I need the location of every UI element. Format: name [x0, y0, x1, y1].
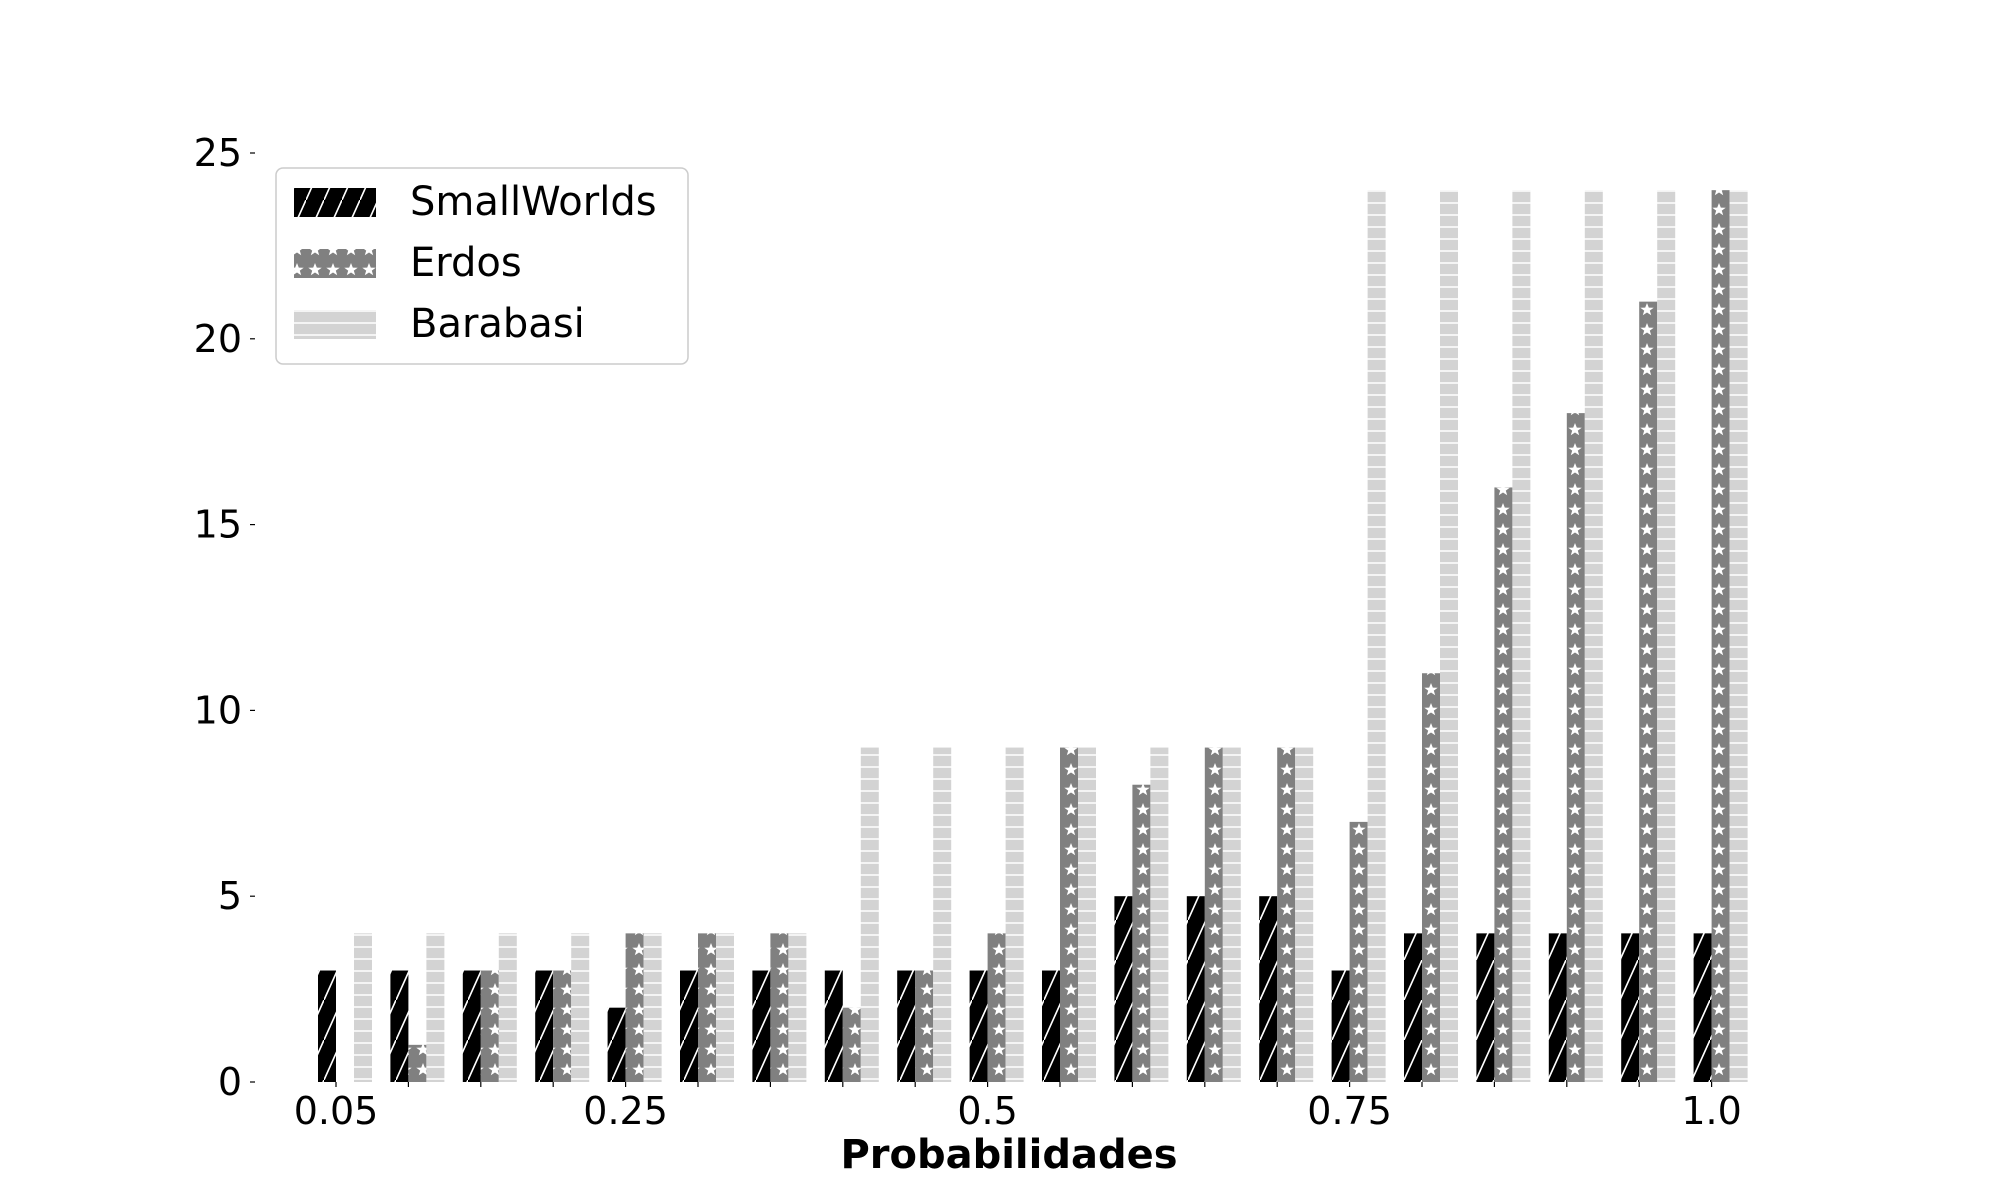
bar-smallworlds-0.55	[1042, 970, 1060, 1082]
bar-barabasi-0.4	[860, 747, 879, 1082]
bar-barabasi-0.7	[1295, 747, 1314, 1082]
bar-erdos-0.8	[1422, 673, 1440, 1082]
legend-frame	[275, 167, 689, 365]
x-tick-label: 0.05	[294, 1089, 379, 1133]
x-axis: 0.05 0.25 0.5 0.75 1.0	[294, 1082, 1742, 1133]
bar-erdos-0.1	[408, 1044, 427, 1082]
bar-erdos-0.2	[553, 970, 572, 1082]
bar-barabasi-0.95	[1657, 190, 1676, 1082]
bar-erdos-0.5	[987, 933, 1006, 1082]
bar-erdos-0.3	[698, 933, 716, 1082]
bar-smallworlds-0.3	[680, 970, 698, 1082]
series-barabasi	[354, 190, 1748, 1082]
bar-smallworlds-1	[1693, 933, 1712, 1082]
bar-smallworlds-0.05	[318, 970, 336, 1082]
bar-smallworlds-0.35	[752, 970, 771, 1082]
bar-smallworlds-0.1	[390, 970, 409, 1082]
bar-barabasi-0.75	[1367, 190, 1386, 1082]
bar-barabasi-0.85	[1512, 190, 1531, 1082]
bar-barabasi-0.5	[1005, 747, 1024, 1082]
bar-barabasi-0.1	[426, 933, 445, 1082]
bar-smallworlds-0.9	[1548, 933, 1567, 1082]
legend-swatch-barabasi	[294, 310, 376, 339]
legend-label-erdos: Erdos	[410, 240, 522, 286]
bar-erdos-0.25	[625, 933, 644, 1082]
bar-barabasi-0.05	[354, 933, 372, 1082]
series-erdos	[408, 190, 1730, 1082]
bar-smallworlds-0.4	[824, 970, 843, 1082]
bar-smallworlds-0.85	[1476, 933, 1495, 1082]
bar-smallworlds-0.5	[969, 970, 988, 1082]
bar-erdos-1	[1711, 190, 1730, 1082]
bar-barabasi-0.6	[1150, 747, 1169, 1082]
bar-erdos-0.7	[1277, 747, 1296, 1082]
bar-erdos-0.55	[1060, 747, 1078, 1082]
bar-smallworlds-0.75	[1331, 970, 1350, 1082]
bar-erdos-0.9	[1566, 413, 1585, 1082]
bar-smallworlds-0.6	[1114, 896, 1133, 1082]
bar-barabasi-0.35	[788, 933, 807, 1082]
bar-smallworlds-0.95	[1621, 933, 1640, 1082]
x-tick-label: 0.5	[957, 1089, 1017, 1133]
bar-erdos-0.75	[1349, 821, 1368, 1082]
bar-barabasi-0.65	[1222, 747, 1241, 1082]
bar-barabasi-0.15	[498, 933, 517, 1082]
bar-erdos-0.65	[1204, 747, 1223, 1082]
bar-erdos-0.35	[770, 933, 789, 1082]
bar-smallworlds-0.45	[897, 970, 916, 1082]
bar-erdos-0.4	[842, 1007, 861, 1082]
x-tick-label: 1.0	[1681, 1089, 1741, 1133]
y-tick-label: 0	[218, 1060, 242, 1104]
y-tick-label: 25	[194, 131, 242, 175]
y-tick-label: 10	[194, 688, 242, 732]
x-tick-label: 0.75	[1307, 1089, 1392, 1133]
y-tick-label: 15	[194, 503, 242, 547]
y-tick-label: 5	[218, 874, 242, 918]
bar-barabasi-0.45	[933, 747, 952, 1082]
bar-erdos-0.6	[1132, 784, 1151, 1082]
x-tick-label: 0.25	[583, 1089, 668, 1133]
bar-erdos-0.85	[1494, 487, 1513, 1082]
y-tick-label: 20	[194, 317, 242, 361]
bar-smallworlds-0.8	[1404, 933, 1422, 1082]
bar-barabasi-0.8	[1440, 190, 1458, 1082]
bar-barabasi-0.9	[1584, 190, 1603, 1082]
bar-smallworlds-0.25	[607, 1007, 626, 1082]
bar-erdos-0.45	[915, 970, 934, 1082]
bar-barabasi-1	[1729, 190, 1748, 1082]
bar-barabasi-0.55	[1078, 747, 1096, 1082]
bar-barabasi-0.2	[571, 933, 590, 1082]
legend-label-smallworlds: SmallWorlds	[410, 179, 657, 225]
bar-erdos-0.95	[1639, 301, 1658, 1082]
legend-label-barabasi: Barabasi	[410, 301, 585, 347]
series-smallworlds	[318, 896, 1712, 1082]
y-axis: 0 5 10 15 20 25	[194, 131, 255, 1104]
bar-smallworlds-0.15	[462, 970, 481, 1082]
legend-swatch-smallworlds	[294, 188, 376, 217]
bar-barabasi-0.3	[716, 933, 734, 1082]
bar-smallworlds-0.2	[535, 970, 554, 1082]
x-axis-label: Probabilidades	[840, 1132, 1177, 1178]
bar-erdos-0.15	[480, 970, 499, 1082]
bar-barabasi-0.25	[643, 933, 662, 1082]
bar-smallworlds-0.7	[1259, 896, 1278, 1082]
bar-smallworlds-0.65	[1186, 896, 1205, 1082]
legend-swatch-erdos	[294, 249, 376, 278]
legend: SmallWorlds Erdos Barabasi	[275, 167, 689, 365]
bars	[318, 190, 1748, 1082]
